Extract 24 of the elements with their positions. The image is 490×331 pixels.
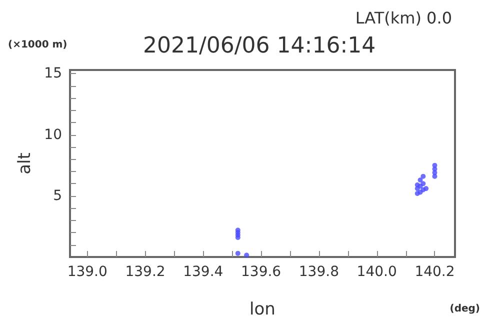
y-tick-label: 15 bbox=[44, 66, 62, 82]
y-tick-label: 5 bbox=[53, 188, 62, 204]
text: (deg) bbox=[450, 304, 480, 314]
point bbox=[235, 228, 240, 233]
text: (×1000 m) bbox=[8, 40, 68, 50]
x-tick-label: 139.6 bbox=[241, 264, 282, 280]
x-tick-label: 140.2 bbox=[414, 264, 455, 280]
point bbox=[418, 178, 423, 182]
y-tick-label: 10 bbox=[44, 126, 62, 143]
point bbox=[420, 174, 426, 179]
x-tick-label: 139.8 bbox=[298, 264, 339, 280]
x-tick-label: 139.0 bbox=[67, 264, 108, 280]
chart-title: 2021/06/06 14:16:14 bbox=[143, 34, 376, 58]
x-tick-label: 139.2 bbox=[125, 264, 166, 280]
x-axis-title: lon bbox=[250, 300, 276, 320]
point bbox=[235, 250, 240, 256]
text: LAT(km) 0.0 bbox=[355, 8, 452, 28]
point bbox=[244, 252, 250, 258]
y-axis-title: alt bbox=[14, 152, 35, 174]
point bbox=[424, 186, 429, 192]
point bbox=[432, 162, 438, 168]
point bbox=[420, 181, 426, 186]
x-tick-label: 140.0 bbox=[356, 264, 397, 280]
x-tick-label: 139.4 bbox=[183, 264, 224, 280]
